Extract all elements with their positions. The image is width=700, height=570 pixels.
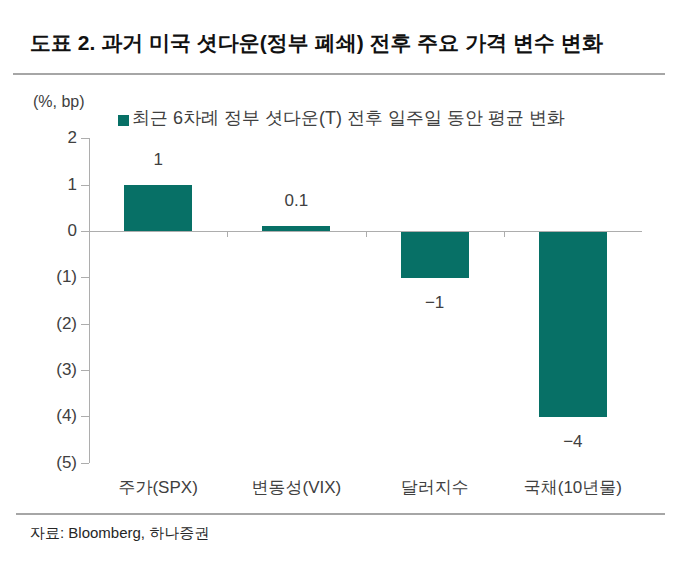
axis-unit-label: (%, bp) xyxy=(33,93,85,111)
bar-국채(10년물) xyxy=(539,232,607,417)
x-axis-tick xyxy=(504,231,505,237)
bar-변동성(VIX) xyxy=(262,226,330,231)
y-axis-line xyxy=(89,138,90,462)
y-axis-tick-label: 0 xyxy=(33,222,77,239)
y-axis-tick xyxy=(81,277,89,278)
x-axis-tick xyxy=(366,231,367,237)
legend-square-icon xyxy=(118,115,129,126)
source-divider xyxy=(16,513,665,515)
legend: 최근 6차례 정부 셧다운(T) 전후 일주일 동안 평균 변화 xyxy=(118,107,565,129)
y-axis-tick-label: 2 xyxy=(33,129,77,146)
y-axis-tick-label: (4) xyxy=(33,407,77,424)
bar-주가(SPX) xyxy=(124,185,192,231)
bar-달러지수 xyxy=(401,232,469,278)
y-axis-tick xyxy=(81,185,89,186)
y-axis-tick xyxy=(81,324,89,325)
y-axis-tick-label: (2) xyxy=(33,315,77,332)
bar-value-label: −4 xyxy=(543,433,603,451)
y-axis-tick-label: (5) xyxy=(33,454,77,471)
category-label: 주가(SPX) xyxy=(89,479,227,497)
y-axis-tick-label: (3) xyxy=(33,361,77,378)
source-note: 자료: Bloomberg, 하나증권 xyxy=(30,524,209,543)
bar-value-label: −1 xyxy=(405,294,465,312)
category-label: 변동성(VIX) xyxy=(227,479,365,497)
bar-value-label: 1 xyxy=(128,151,188,169)
y-axis-tick xyxy=(81,231,89,232)
y-axis-tick xyxy=(81,463,89,464)
y-axis-tick-label: (1) xyxy=(33,268,77,285)
y-axis-tick xyxy=(81,138,89,139)
y-axis-tick xyxy=(81,416,89,417)
bar-value-label: 0.1 xyxy=(266,192,326,210)
legend-label: 최근 6차례 정부 셧다운(T) 전후 일주일 동안 평균 변화 xyxy=(132,107,565,129)
category-label: 국채(10년물) xyxy=(504,479,642,497)
y-axis-tick xyxy=(81,370,89,371)
report-figure: 도표 2. 과거 미국 셧다운(정부 폐쇄) 전후 주요 가격 변수 변화 (%… xyxy=(0,0,700,570)
figure-title: 도표 2. 과거 미국 셧다운(정부 폐쇄) 전후 주요 가격 변수 변화 xyxy=(30,29,603,57)
category-label: 달러지수 xyxy=(366,479,504,497)
title-divider xyxy=(13,73,665,75)
x-axis-tick xyxy=(227,231,228,237)
y-axis-tick-label: 1 xyxy=(33,176,77,193)
